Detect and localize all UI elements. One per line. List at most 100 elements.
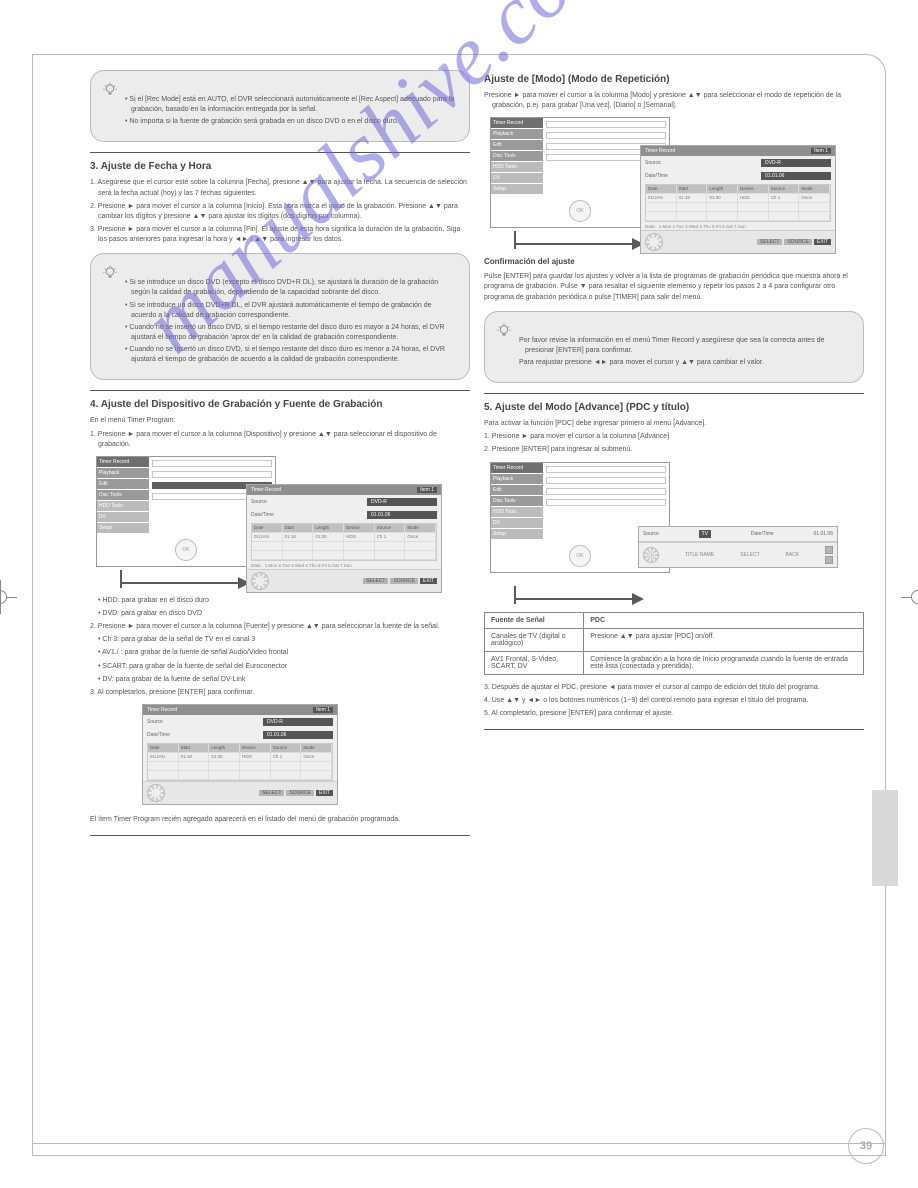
dial-icon [147, 784, 165, 802]
grid-cell: 01/JAN [646, 194, 677, 203]
grid-cell: Once [301, 753, 332, 762]
menu-tab: Edit [491, 485, 543, 496]
menu-tab: Edit [491, 140, 543, 151]
grid-header: Source [271, 744, 302, 753]
grid-cell: HDD [344, 533, 375, 542]
field-value: DVD-R [263, 718, 333, 726]
osd-timer-popup: Timer Record Item 1 SourceDVD-R Date/Tim… [640, 145, 836, 254]
menu-row [546, 488, 666, 495]
bullet: • DVD: para grabar en disco DVD [90, 609, 470, 619]
step: 2. Presione ► para mover el cursor a la … [90, 622, 470, 632]
bullet: • SCART: para grabar de la fuente de señ… [90, 662, 470, 672]
menu-row [546, 466, 666, 473]
cropmark-right [901, 580, 918, 614]
step: 3. Presione ► para mover el cursor a la … [90, 225, 470, 245]
section-4-note: El ítem Timer Program recién agregado ap… [90, 815, 470, 825]
menu-tab: DV [491, 173, 543, 184]
grid-header: Date [252, 524, 283, 533]
tip-line: • Cuando no se insertó un disco DVD, si … [125, 345, 457, 365]
menu-tab: Timer Record [97, 457, 149, 468]
section-4-body-2: • HDD: para grabar en el disco duro • DV… [90, 596, 470, 698]
grid-header: Start [677, 185, 708, 194]
grid-cell: HDD [738, 194, 769, 203]
grid-header: Date [646, 185, 677, 194]
section-divider [90, 152, 470, 153]
popup-chip: Item 1 [811, 148, 831, 154]
arrow-icon [514, 239, 644, 249]
step: 2. Presione ► para mover el cursor a la … [90, 202, 470, 222]
step: 4. Use ▲▼ y ◄► o los botones numéricos (… [484, 696, 864, 706]
grid-cell: Ch 1 [271, 753, 302, 762]
menu-figure-1: Timer Record Playback Edit Disc Tools HD… [96, 456, 470, 586]
intro: Para activar la función [PDC] debe ingre… [484, 419, 864, 429]
cropmark-left [0, 580, 17, 614]
section-5-body-2: 3. Después de ajustar el PDC, presione ◄… [484, 683, 864, 719]
nav-chip: EXIT [814, 239, 831, 245]
menu-tab: HDD Tools [491, 507, 543, 518]
step: 3. Después de ajustar el PDC, presione ◄… [484, 683, 864, 693]
field-value: 01.01.06 [761, 172, 831, 180]
mode-body: Presione ► para mover el cursor a la col… [484, 91, 864, 111]
nav-chip: SOURCE [390, 578, 417, 584]
nav-chip: SELECT [363, 578, 388, 584]
arrow-icon [120, 578, 250, 588]
field-value: 01.01.06 [367, 511, 437, 519]
step: 1. Presione ► para mover el cursor a la … [484, 432, 864, 442]
field-label: Source [251, 499, 267, 505]
step: 1. Presione ► para mover el cursor a la … [90, 430, 470, 450]
right-column: Ajuste de [Modo] (Modo de Repetición) Pr… [484, 70, 864, 738]
field-label: Source [645, 160, 661, 166]
step: 2. Presione [ENTER] para ingresar al sub… [484, 445, 864, 455]
step: Presione ► para mover el cursor a la col… [484, 91, 864, 111]
menu-tab: Playback [97, 468, 149, 479]
step: 5. Al completarlo, presione [ENTER] para… [484, 709, 864, 719]
popup-title: Timer Record [251, 487, 281, 493]
nav-chip: SELECT [259, 790, 284, 796]
heading-4: 4. Ajuste del Dispositivo de Grabación y… [90, 399, 470, 410]
menu-tab: Timer Record [491, 118, 543, 129]
bullet: • DV: para grabar de la fuente de señal … [90, 675, 470, 685]
tip-box-3: Por favor revise la información en el me… [484, 311, 864, 383]
heading-mode: Ajuste de [Modo] (Modo de Repetición) [484, 74, 864, 85]
grid-header: Source [769, 185, 800, 194]
dial-icon [645, 233, 663, 251]
tip-line: • Si el [Rec Mode] está en AUTO, el DVR … [125, 95, 457, 115]
osd-timer-popup: Timer Record Item 1 SourceDVD-R Date/Tim… [246, 484, 442, 593]
grid-header: Device [344, 524, 375, 533]
note: El ítem Timer Program recién agregado ap… [90, 815, 470, 825]
grid-cell: 01:30 [707, 194, 738, 203]
grid-cell: 01:18 [179, 753, 210, 762]
menu-tab: Setup [491, 184, 543, 195]
nav-chip: SOURCE [784, 239, 811, 245]
grid-header: Length [313, 524, 344, 533]
nav-chip: EXIT [316, 790, 333, 796]
nav-chip: SELECT [757, 239, 782, 245]
lightbulb-icon [101, 264, 119, 282]
menu-figure-3: Timer Record Playback Edit Disc Tools HD… [490, 462, 864, 602]
grid-cell: Once [405, 533, 436, 542]
ok-dial-icon: OK [569, 200, 591, 222]
nav-chip: SOURCE [286, 790, 313, 796]
heading-3: 3. Ajuste de Fecha y Hora [90, 161, 470, 172]
field-label: Date/Time [751, 531, 774, 537]
section-divider [484, 729, 864, 730]
menu-row [546, 132, 666, 139]
nav-chip: EXIT [420, 578, 437, 584]
field-value: TV [699, 530, 711, 538]
section-divider [90, 835, 470, 836]
box-icon [825, 556, 833, 564]
section-divider [484, 393, 864, 394]
menu-tab: Edit [97, 479, 149, 490]
grid-header: Mode [405, 524, 436, 533]
menu-tab: Playback [491, 129, 543, 140]
popup-title: Timer Record [645, 148, 675, 154]
section-3-body: 1. Asegúrese que el cursor esté sobre la… [90, 178, 470, 245]
confirm-body: Pulse [ENTER] para guardar los ajustes y… [484, 272, 864, 302]
menu-tab: Playback [491, 474, 543, 485]
field-value: 01.01.06 [263, 731, 333, 739]
table-cell: Comience la grabación a la hora de Inici… [584, 651, 864, 674]
menu-row [546, 121, 666, 128]
tip-line: • Si se introduce un disco DVD (excepto … [125, 278, 457, 298]
grid-header: Mode [799, 185, 830, 194]
popup-chip: Item 1 [417, 487, 437, 493]
